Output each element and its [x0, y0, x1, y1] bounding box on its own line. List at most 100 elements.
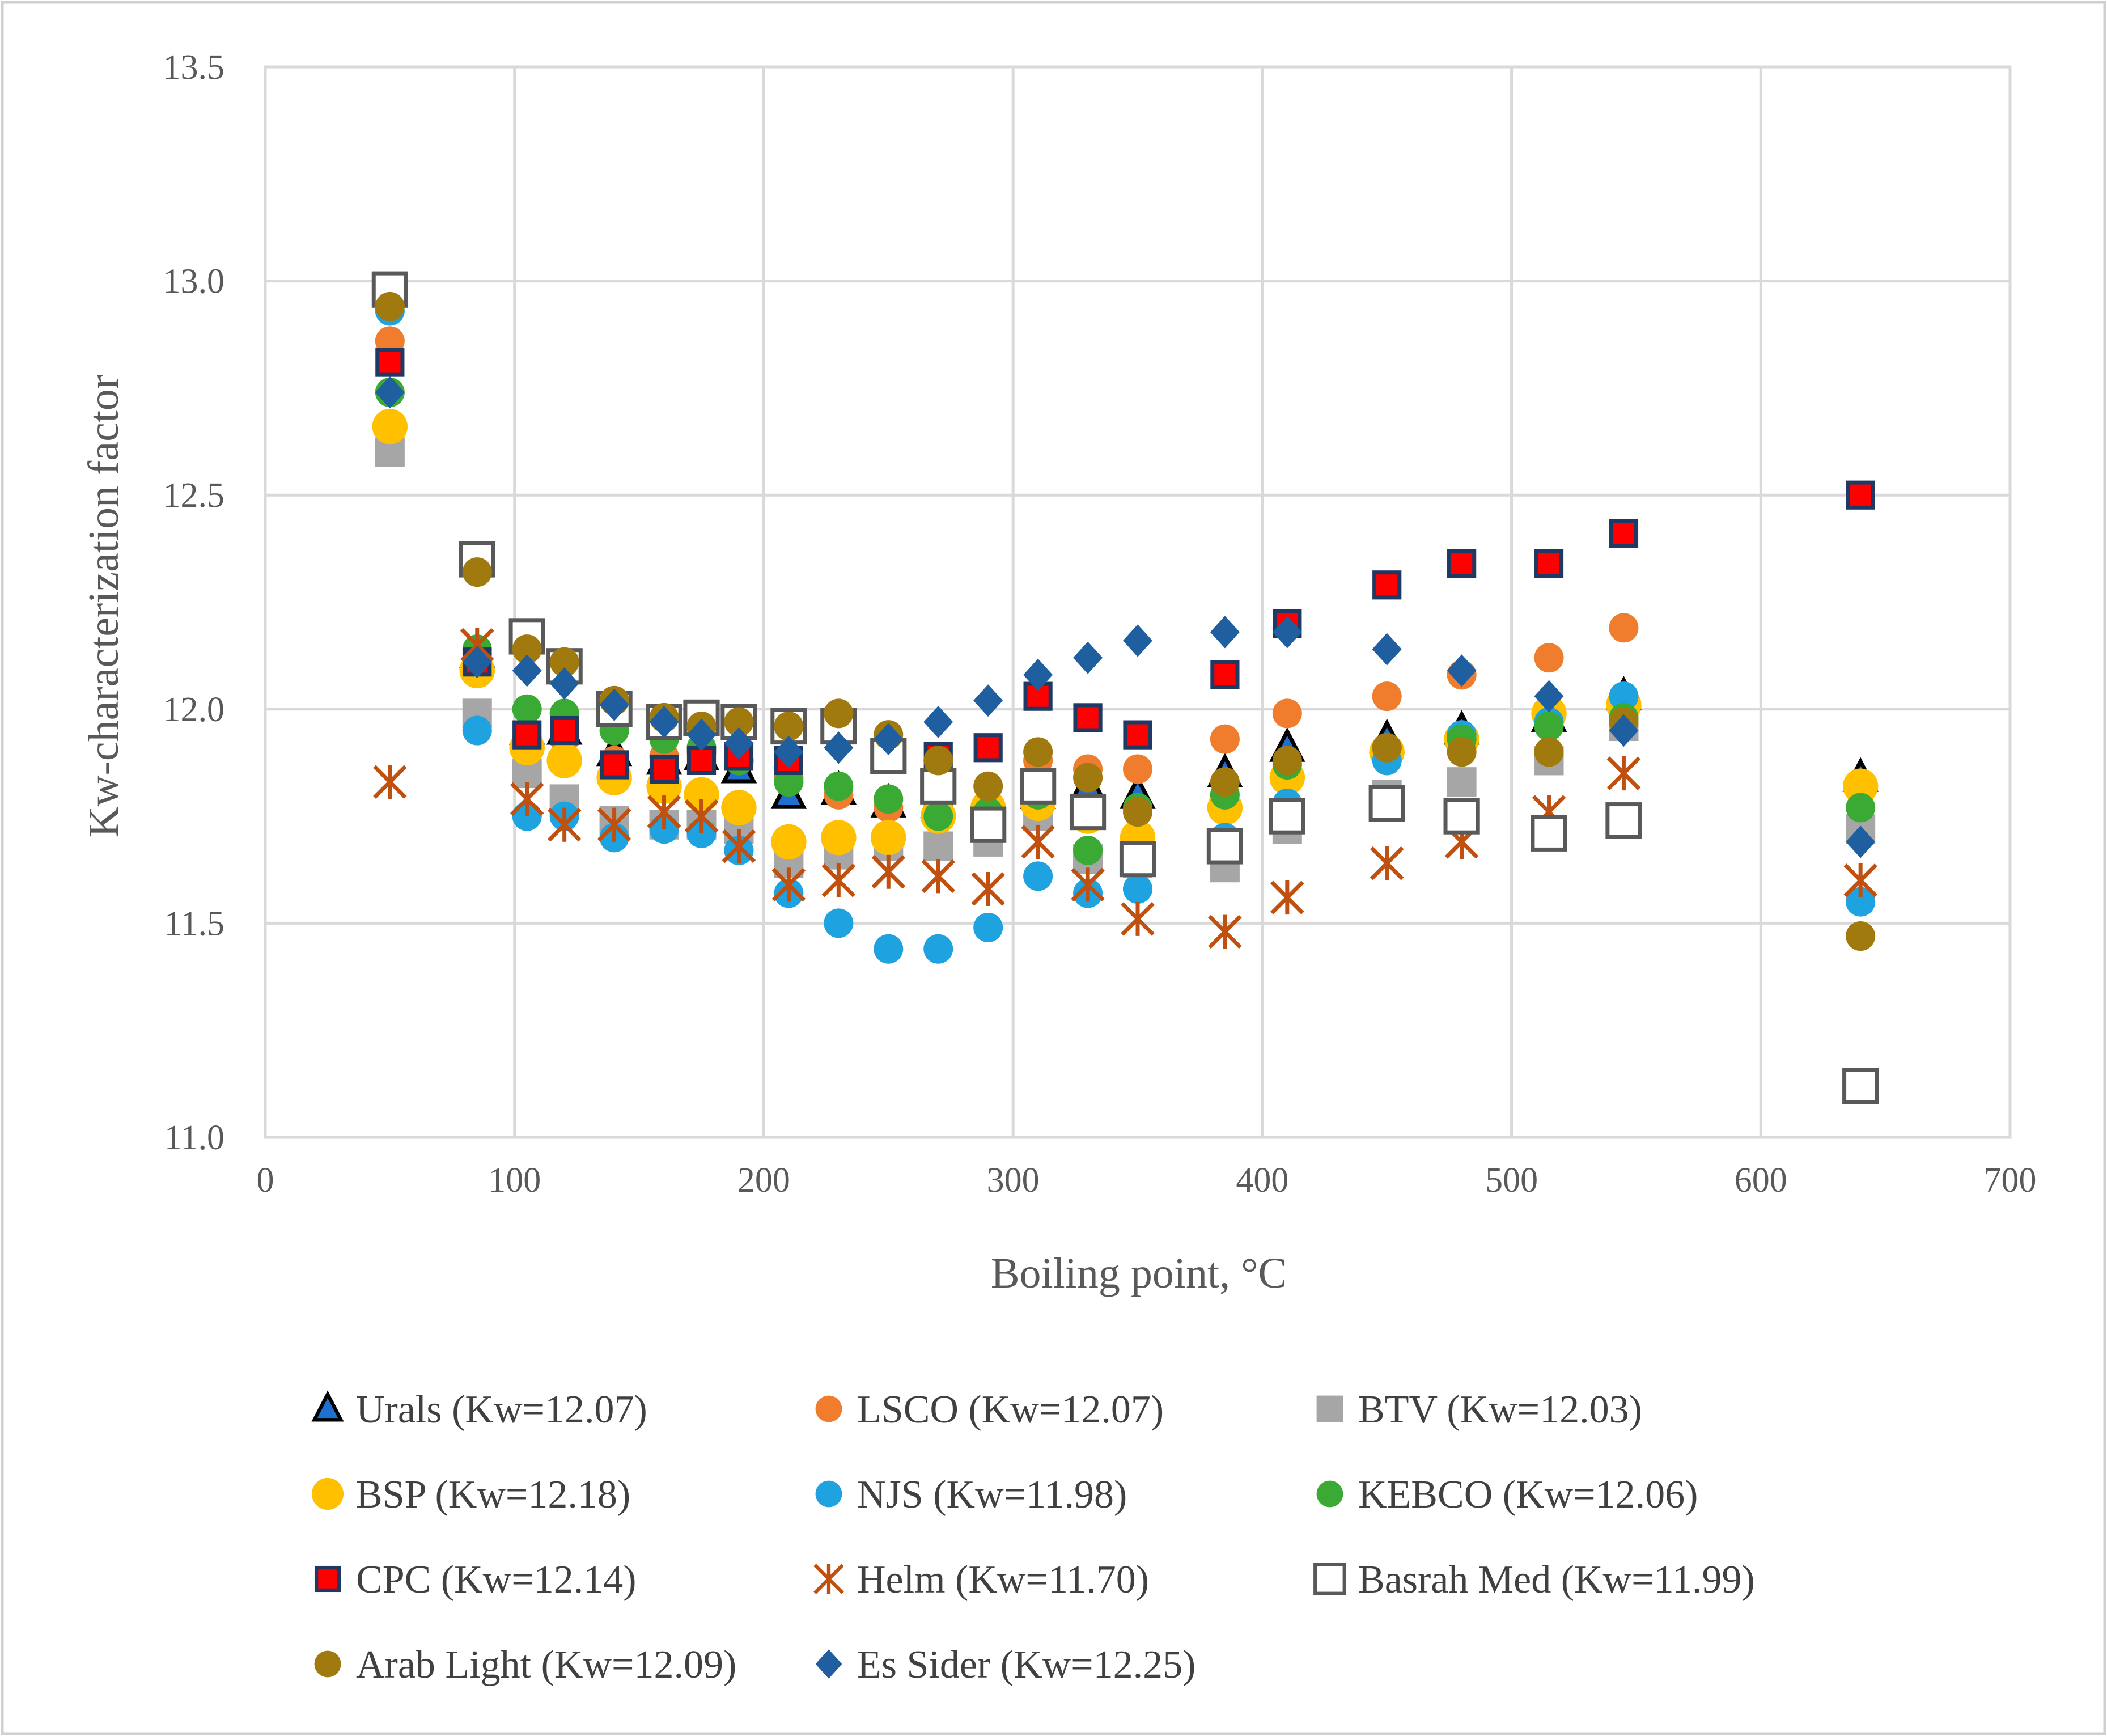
data-point-cpc — [973, 733, 1003, 763]
data-point-bsp — [546, 743, 582, 778]
data-point-basrah-med — [1842, 1068, 1879, 1104]
data-point-es-sider — [1447, 654, 1477, 687]
data-point-basrah-med — [1368, 785, 1405, 822]
legend-label-cpc: CPC (Kw=12.14) — [356, 1558, 637, 1602]
axis-layer: 0 100 200 300 400 500 600 700 11.0 11.5 12.0 12.5 13… — [163, 48, 2037, 1200]
data-point-arab-light — [512, 634, 542, 664]
data-point-bsp — [871, 820, 906, 856]
data-point-njs — [824, 908, 854, 938]
series-cpc — [375, 348, 1875, 784]
data-point-kebco — [1073, 836, 1103, 866]
data-point-cpc — [686, 746, 717, 776]
data-point-arab-light — [824, 698, 854, 729]
data-point-njs — [1023, 861, 1053, 891]
data-point-arab-light — [1123, 797, 1152, 827]
data-point-arab-light — [549, 647, 579, 677]
data-point-es-sider — [375, 376, 405, 409]
data-point-cpc — [1073, 703, 1103, 732]
data-point-helm — [921, 859, 956, 894]
data-point-lsco — [1609, 613, 1639, 643]
legend-marker-lsco — [815, 1395, 842, 1422]
data-point-helm — [971, 871, 1005, 907]
data-point-njs — [973, 912, 1003, 942]
data-point-cpc — [600, 750, 629, 780]
data-point-bsp — [771, 824, 807, 860]
legend-label-urals: Urals (Kw=12.07) — [356, 1388, 647, 1432]
data-point-helm — [1370, 846, 1404, 880]
data-point-es-sider — [1023, 658, 1053, 691]
data-point-cpc — [1447, 549, 1477, 578]
legend-marker-bsp — [311, 1477, 344, 1510]
data-point-es-sider — [824, 731, 854, 764]
legend-label-btv: BTV (Kw=12.03) — [1358, 1388, 1642, 1432]
data-point-basrah-med — [1605, 802, 1642, 839]
data-point-kebco — [1534, 712, 1564, 742]
data-point-helm — [1208, 914, 1242, 949]
data-point-basrah-med — [1531, 815, 1567, 852]
data-point-helm — [1121, 901, 1155, 936]
data-point-btv — [1447, 767, 1477, 797]
y-tick-label: 11.0 — [164, 1119, 224, 1157]
grid-layer — [264, 65, 2012, 1139]
data-point-njs — [1846, 887, 1876, 917]
data-point-helm — [1843, 863, 1877, 897]
data-point-basrah-med — [1206, 828, 1244, 865]
points-layer — [371, 271, 1879, 1104]
data-point-helm — [1021, 824, 1055, 859]
y-tick-label: 12.5 — [163, 476, 225, 515]
data-point-es-sider — [774, 735, 804, 768]
data-point-arab-light — [1372, 732, 1402, 763]
data-point-helm — [722, 829, 756, 863]
data-point-arab-light — [1073, 763, 1103, 793]
x-tick-label: 0 — [257, 1161, 274, 1200]
data-point-es-sider — [874, 723, 904, 756]
data-point-es-sider — [973, 684, 1003, 717]
y-tick-label: 12.0 — [163, 691, 225, 729]
data-point-es-sider — [512, 654, 542, 687]
data-point-arab-light — [973, 771, 1003, 801]
data-point-helm — [821, 863, 856, 897]
data-point-es-sider — [1372, 633, 1402, 666]
data-point-arab-light — [1023, 737, 1053, 767]
data-point-lsco — [1272, 698, 1302, 729]
legend-marker-cpc — [314, 1565, 341, 1593]
data-point-lsco — [1123, 754, 1152, 784]
data-point-arab-light — [923, 746, 953, 776]
data-point-cpc — [512, 720, 542, 750]
data-point-helm — [771, 867, 806, 902]
data-point-bsp — [684, 777, 719, 813]
y-axis-title: Kw-characterization factor — [80, 375, 128, 837]
series-es-sider — [375, 376, 1876, 858]
data-point-es-sider — [1534, 680, 1564, 713]
data-point-lsco — [1210, 724, 1240, 754]
data-point-es-sider — [462, 646, 492, 679]
data-point-helm — [684, 799, 719, 833]
data-point-arab-light — [1272, 746, 1302, 776]
legend-marker-es-sider — [815, 1649, 842, 1679]
data-point-es-sider — [649, 705, 679, 739]
legend-label-bsp: BSP (Kw=12.18) — [356, 1473, 630, 1517]
data-point-es-sider — [1073, 641, 1103, 674]
data-point-btv — [923, 831, 953, 861]
data-point-es-sider — [1846, 825, 1876, 858]
data-point-arab-light — [1447, 737, 1477, 767]
data-point-njs — [1123, 874, 1152, 904]
data-point-helm — [647, 795, 681, 829]
data-point-kebco — [512, 694, 542, 724]
legend-marker-btv — [1316, 1395, 1343, 1422]
data-point-njs — [923, 934, 953, 964]
data-point-kebco — [1846, 793, 1876, 823]
data-point-basrah-med — [1119, 841, 1156, 878]
legend-marker-helm — [813, 1563, 844, 1595]
data-point-es-sider — [686, 718, 717, 751]
data-point-kebco — [874, 784, 904, 814]
data-point-arab-light — [462, 557, 492, 587]
data-point-arab-light — [375, 291, 405, 321]
legend-marker-njs — [815, 1480, 842, 1508]
data-point-basrah-med — [970, 806, 1007, 843]
legend-marker-kebco — [1316, 1480, 1343, 1508]
x-tick-label: 500 — [1485, 1161, 1538, 1200]
